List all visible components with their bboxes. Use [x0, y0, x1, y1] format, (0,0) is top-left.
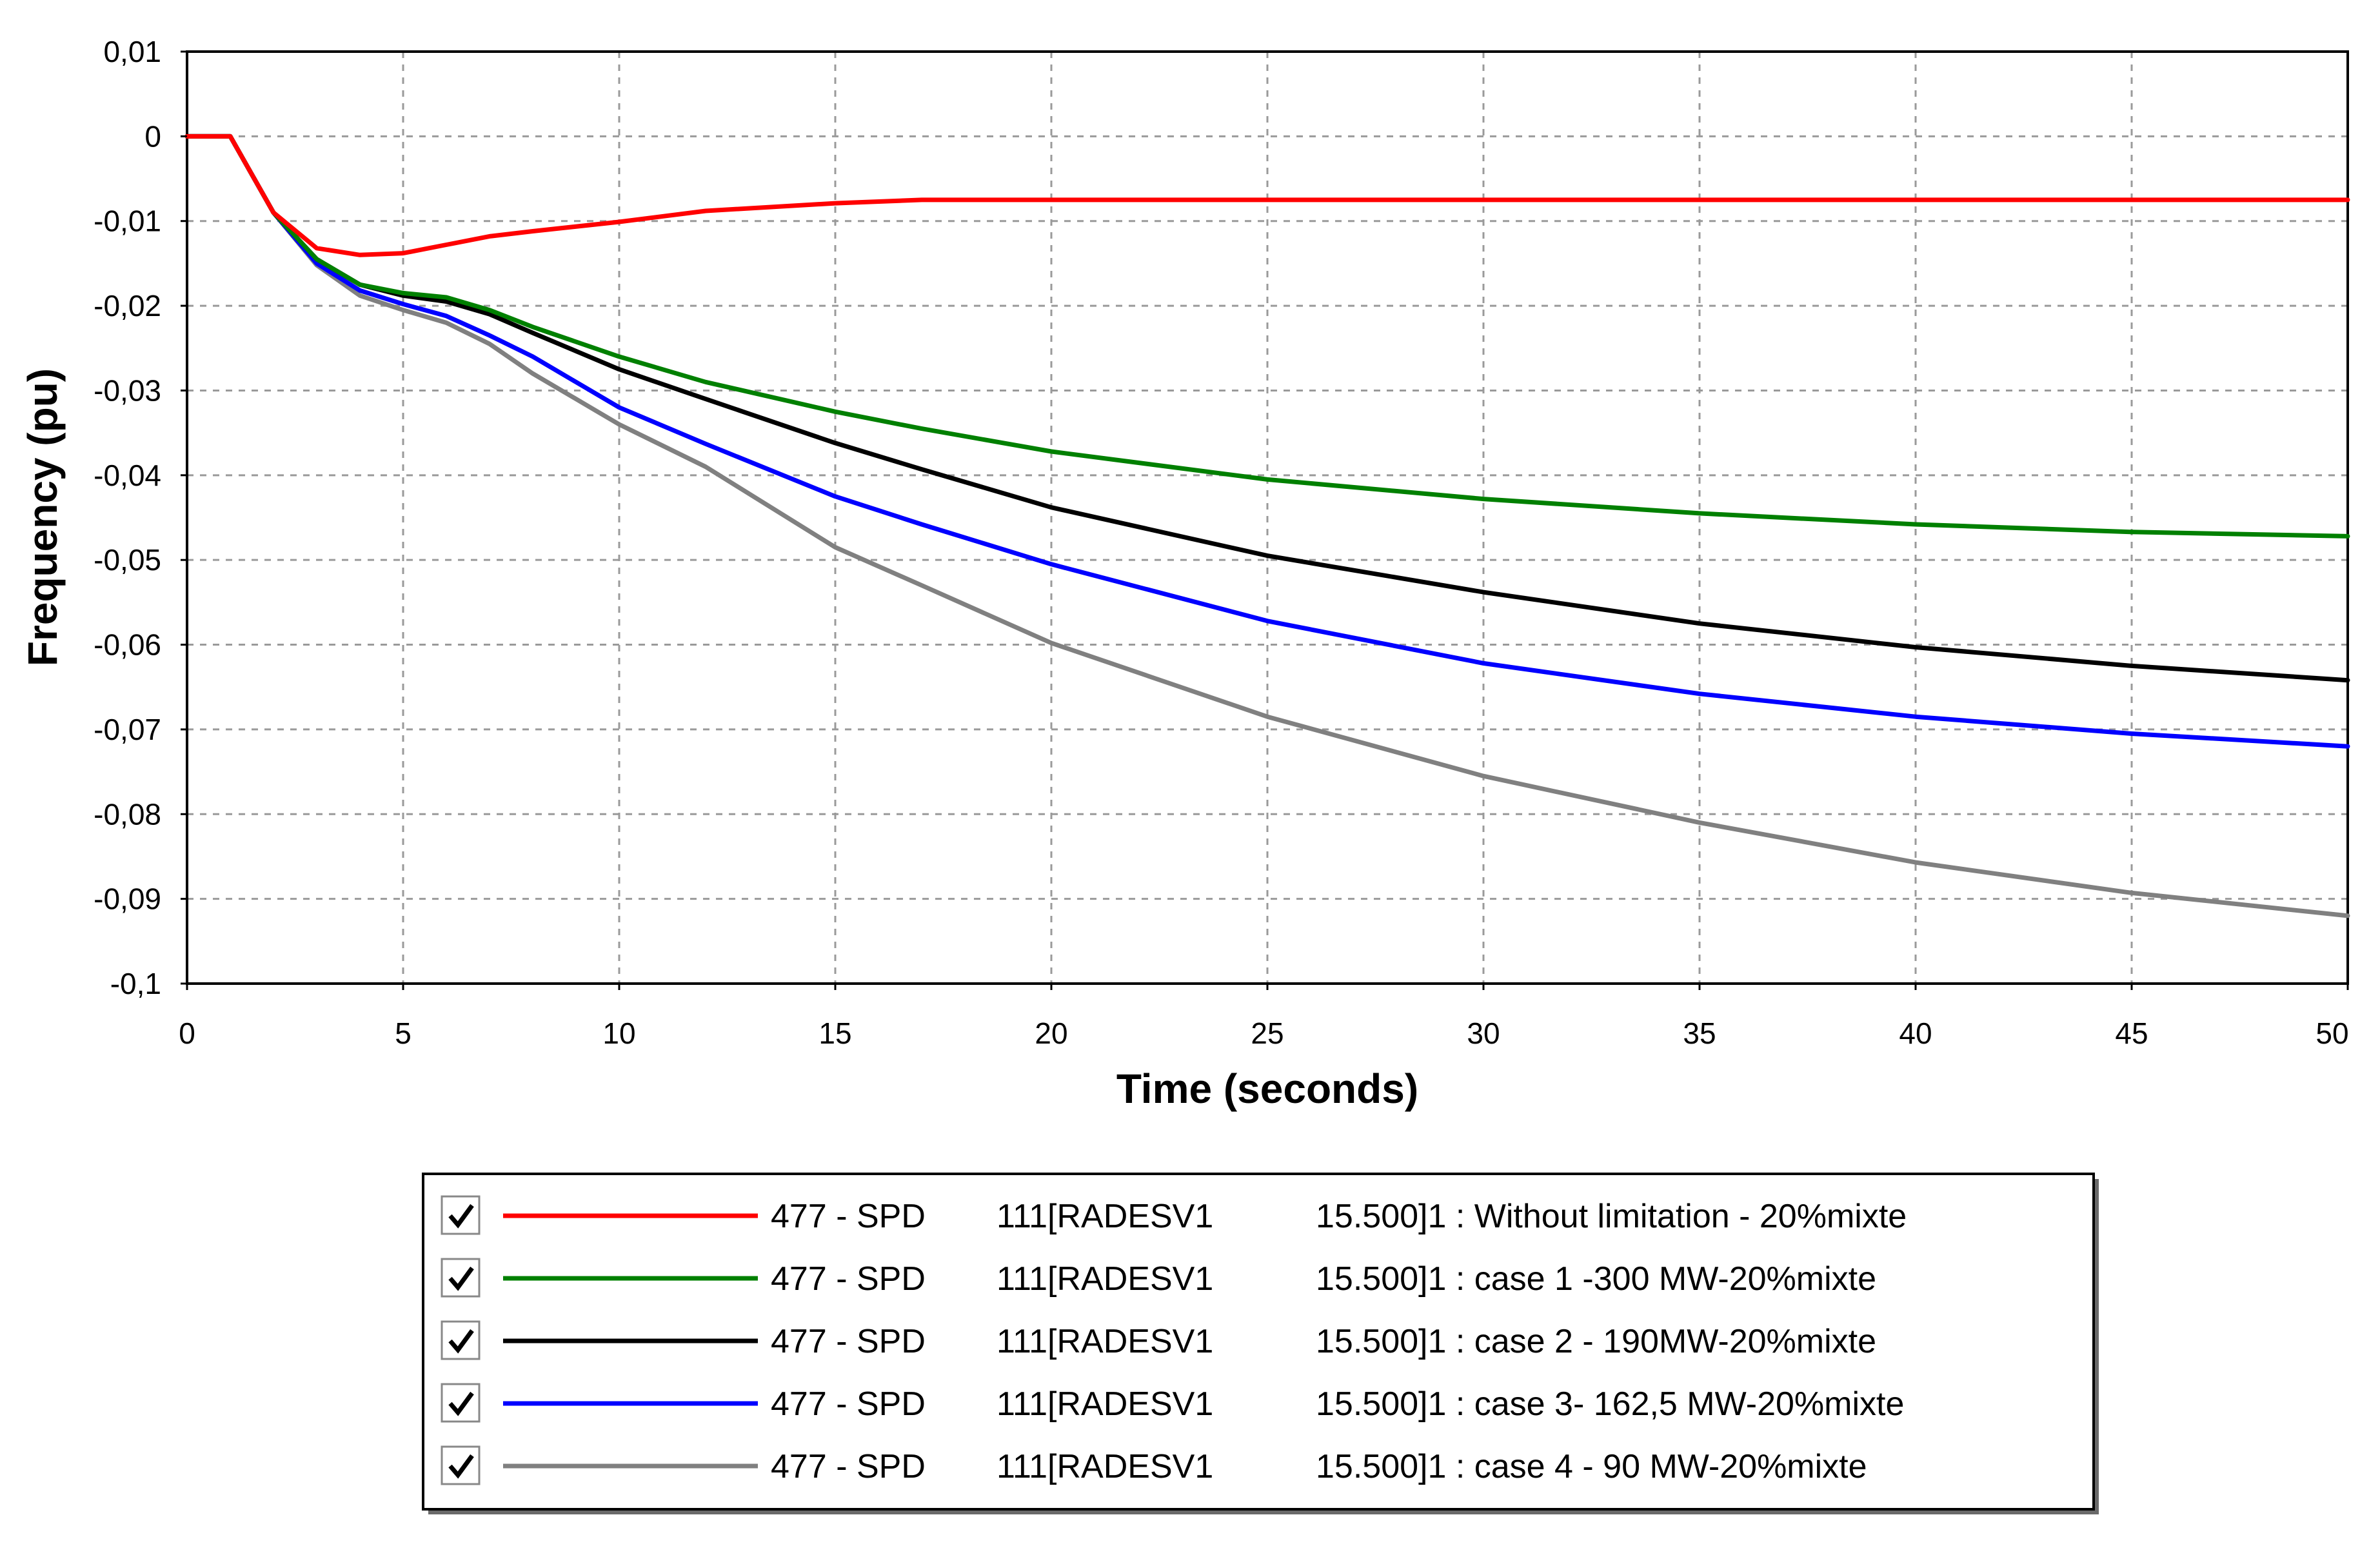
legend-label: 111[RADESV1: [997, 1385, 1213, 1423]
x-tick-label: 50: [2316, 1016, 2348, 1050]
checkmark-icon: [448, 1391, 474, 1416]
legend-label: 15.500]1 : case 3- 162,5 MW-20%mixte: [1316, 1385, 1904, 1423]
series-line-2: [184, 134, 2350, 539]
legend: 477 - SPD 111[RADESV1 15.500]1 : Without l…: [422, 1173, 2099, 1514]
legend-label: 15.500]1 : Without limitation - 20%mixte: [1316, 1198, 1907, 1235]
y-tick-label: 0,01: [103, 35, 161, 68]
checkmark-icon: [448, 1204, 474, 1229]
x-tick-label: 0: [179, 1016, 195, 1050]
legend-row: 477 - SPD 111[RADESV1 15.500]1 : case 4 - …: [441, 1445, 1867, 1485]
y-tick-label: -0,05: [94, 543, 161, 577]
y-tick-label: -0,07: [94, 713, 161, 746]
legend-items: 477 - SPD 111[RADESV1 15.500]1 : Without l…: [441, 1195, 1907, 1485]
legend-checkbox[interactable]: [441, 1320, 481, 1360]
legend-checkbox[interactable]: [441, 1445, 481, 1485]
x-tick-label: 35: [1683, 1016, 1716, 1050]
legend-label: 111[RADESV1: [997, 1448, 1213, 1485]
checkmark-icon: [448, 1329, 474, 1354]
checkmark-icon: [448, 1266, 474, 1291]
legend-label: 111[RADESV1: [997, 1198, 1213, 1235]
series-line-4: [184, 134, 2350, 749]
legend-row: 477 - SPD 111[RADESV1 15.500]1 : case 2 - …: [441, 1320, 1876, 1360]
x-tick-label: 15: [818, 1016, 851, 1050]
legend-row: 477 - SPD 111[RADESV1 15.500]1 : Without l…: [441, 1195, 1907, 1235]
x-tick-label: 20: [1035, 1016, 1067, 1050]
x-tick-labels: 0 5 10 15 20 25 30 35 40 45 50: [179, 984, 2349, 1050]
y-tick-label: -0,01: [94, 204, 161, 238]
y-tick-label: -0,03: [94, 373, 161, 407]
checkmark-icon: [448, 1454, 474, 1479]
y-tick-label: -0,02: [94, 289, 161, 322]
y-tick-label: -0,06: [94, 628, 161, 662]
x-tick-label: 25: [1251, 1016, 1284, 1050]
legend-label: 15.500]1 : case 1 -300 MW-20%mixte: [1316, 1260, 1876, 1298]
x-axis-title: Time (seconds): [1116, 1065, 1418, 1112]
y-tick-label: -0,08: [94, 797, 161, 831]
legend-checkbox[interactable]: [441, 1195, 481, 1235]
legend-label: 477 - SPD: [771, 1323, 926, 1360]
series-lines: [184, 134, 2350, 918]
grid-lines: [187, 52, 2348, 984]
legend-label: 477 - SPD: [771, 1198, 926, 1235]
legend-label: 15.500]1 : case 2 - 190MW-20%mixte: [1316, 1323, 1876, 1360]
legend-checkbox[interactable]: [441, 1383, 481, 1423]
x-tick-label: 30: [1467, 1016, 1500, 1050]
x-tick-label: 40: [1899, 1016, 1932, 1050]
legend-label: 111[RADESV1: [997, 1323, 1213, 1360]
legend-label: 477 - SPD: [771, 1385, 926, 1423]
x-tick-label: 10: [602, 1016, 635, 1050]
x-tick-label: 5: [395, 1016, 412, 1050]
y-tick-labels: 0,01 0 -0,01 -0,02 -0,03 -0,04 -0,05 -0,06 -0,07…: [94, 35, 187, 1000]
legend-label: 477 - SPD: [771, 1448, 926, 1485]
legend-label: 15.500]1 : case 4 - 90 MW-20%mixte: [1316, 1448, 1867, 1485]
x-tick-label: 45: [2115, 1016, 2148, 1050]
legend-row: 477 - SPD 111[RADESV1 15.500]1 : case 3- 1…: [441, 1383, 1904, 1423]
legend-row: 477 - SPD 111[RADESV1 15.500]1 : case 1 -3…: [441, 1258, 1876, 1298]
legend-checkbox[interactable]: [441, 1258, 481, 1298]
legend-label: 477 - SPD: [771, 1260, 926, 1298]
legend-label: 111[RADESV1: [997, 1260, 1213, 1298]
series-line-1: [184, 134, 2350, 257]
y-tick-label: -0,04: [94, 459, 161, 492]
y-tick-label: 0: [144, 119, 161, 153]
y-tick-label: -0,09: [94, 882, 161, 916]
y-axis-title: Frequency (pu): [19, 368, 66, 666]
y-tick-label: -0,1: [110, 967, 161, 1000]
